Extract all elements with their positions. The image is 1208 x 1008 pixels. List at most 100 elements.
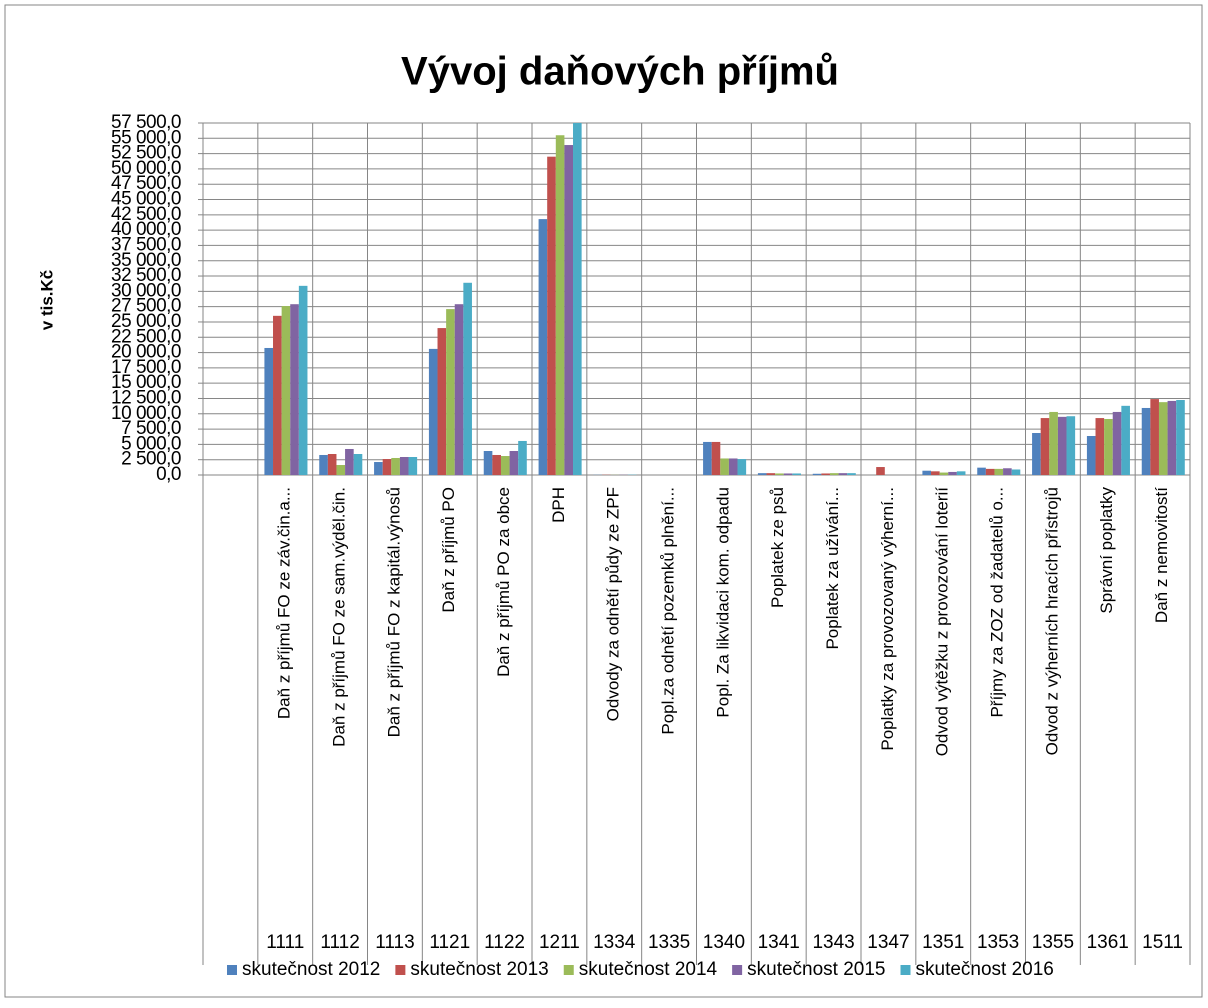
legend-swatch [395, 965, 405, 975]
legend-label: skutečnost 2014 [579, 959, 718, 980]
bar [931, 471, 940, 475]
bar [1058, 417, 1067, 475]
bar [409, 457, 418, 475]
bar [264, 348, 273, 475]
x-code-label: 1351 [922, 932, 964, 953]
bar [813, 474, 822, 475]
bar [847, 473, 856, 475]
bar [455, 304, 464, 475]
bar [1113, 412, 1122, 475]
bar [986, 469, 995, 475]
x-code-label: 1111 [266, 932, 304, 953]
bar [374, 462, 383, 475]
bar [319, 455, 328, 475]
bar [446, 309, 455, 475]
bar [328, 454, 337, 475]
bar [940, 473, 949, 475]
bar [767, 473, 776, 475]
bar [703, 442, 712, 475]
bar [729, 458, 738, 475]
bar [1041, 418, 1050, 475]
bar [354, 454, 363, 475]
x-code-label: 1353 [977, 932, 1019, 953]
bar [1104, 419, 1113, 475]
bar [1067, 416, 1076, 475]
bar [784, 473, 793, 475]
bar [383, 459, 392, 475]
bar [539, 219, 548, 475]
legend-label: skutečnost 2013 [410, 959, 548, 980]
x-tick-label: Daň z příjmů FO z kapitál.výnosů [384, 487, 403, 737]
bar [821, 473, 830, 475]
legend-swatch [564, 965, 574, 975]
x-tick-label: Popl. Za likvidaci kom. odpadu [713, 487, 732, 718]
bar [564, 145, 573, 475]
bar [712, 442, 721, 475]
x-code-label: 1335 [648, 932, 690, 953]
bar [299, 286, 308, 475]
bar [438, 328, 447, 475]
bar [775, 473, 784, 475]
y-axis-label: v tis.Kč [37, 270, 56, 330]
bar [492, 455, 501, 475]
chart-title: Vývoj daňových příjmů [401, 50, 839, 94]
bar [1176, 400, 1185, 475]
x-tick-label: Odvod z výherních hracích přístrojů [1042, 487, 1061, 755]
x-code-label: 1341 [758, 932, 800, 953]
x-code-label: 1112 [320, 932, 359, 953]
x-tick-label: Popl.za odnětí pozemků plnění... [659, 487, 678, 735]
x-code-label: 1511 [1142, 932, 1183, 953]
bar [1159, 402, 1168, 475]
x-code-label: 1113 [375, 932, 414, 953]
x-tick-label: Daň z nemovitostí [1152, 487, 1171, 623]
x-code-label: 1343 [812, 932, 854, 953]
bar [738, 459, 747, 475]
x-tick-label: Poplatky za provozovaný výherní... [878, 487, 897, 751]
bar [1003, 468, 1012, 475]
x-code-label: 1361 [1087, 932, 1129, 953]
x-code-label: 1122 [484, 932, 525, 953]
x-tick-label: Odvody za odnětí půdy ze ZPF [604, 487, 623, 721]
bar [484, 451, 493, 475]
legend-swatch [227, 965, 237, 975]
bar [345, 449, 354, 475]
bar [994, 469, 1003, 475]
bar [1142, 408, 1151, 475]
bar [1032, 433, 1041, 475]
bar [876, 467, 885, 475]
x-tick-label: Daň z příjmů PO [439, 487, 458, 613]
x-tick-label: Daň z příjmů FO ze sam.výděl.čin. [330, 487, 349, 747]
bar [1121, 406, 1130, 475]
bar [1168, 401, 1177, 475]
x-tick-label: Příjmy za ZOZ od žadatelů o... [988, 487, 1007, 718]
x-code-label: 1340 [703, 932, 745, 953]
bar [290, 304, 299, 475]
bar [273, 316, 282, 475]
x-tick-label: DPH [549, 487, 568, 523]
bar [977, 468, 986, 475]
bar [830, 473, 839, 475]
bar [720, 458, 729, 475]
bar [510, 451, 519, 475]
x-tick-label: Poplatek za užívání... [823, 487, 842, 650]
legend-label: skutečnost 2012 [242, 959, 380, 980]
bar [518, 441, 527, 475]
bar [400, 457, 409, 475]
x-code-label: 1211 [539, 932, 580, 953]
legend-label: skutečnost 2016 [916, 959, 1054, 980]
bar [758, 473, 767, 475]
legend-swatch [732, 965, 742, 975]
bar [336, 465, 345, 475]
x-code-label: 1355 [1032, 932, 1074, 953]
bar [1012, 469, 1021, 475]
bar [547, 157, 556, 475]
x-tick-label: Daň z příjmů FO ze záv.čin.a... [275, 487, 294, 719]
bar [1150, 399, 1159, 475]
bar [501, 456, 510, 475]
bar [1049, 412, 1058, 475]
x-code-label: 1121 [429, 932, 470, 953]
x-tick-label: Daň z příjmů PO za obce [494, 487, 513, 677]
bar [1087, 436, 1096, 475]
legend-swatch [901, 965, 911, 975]
bar [922, 471, 931, 475]
